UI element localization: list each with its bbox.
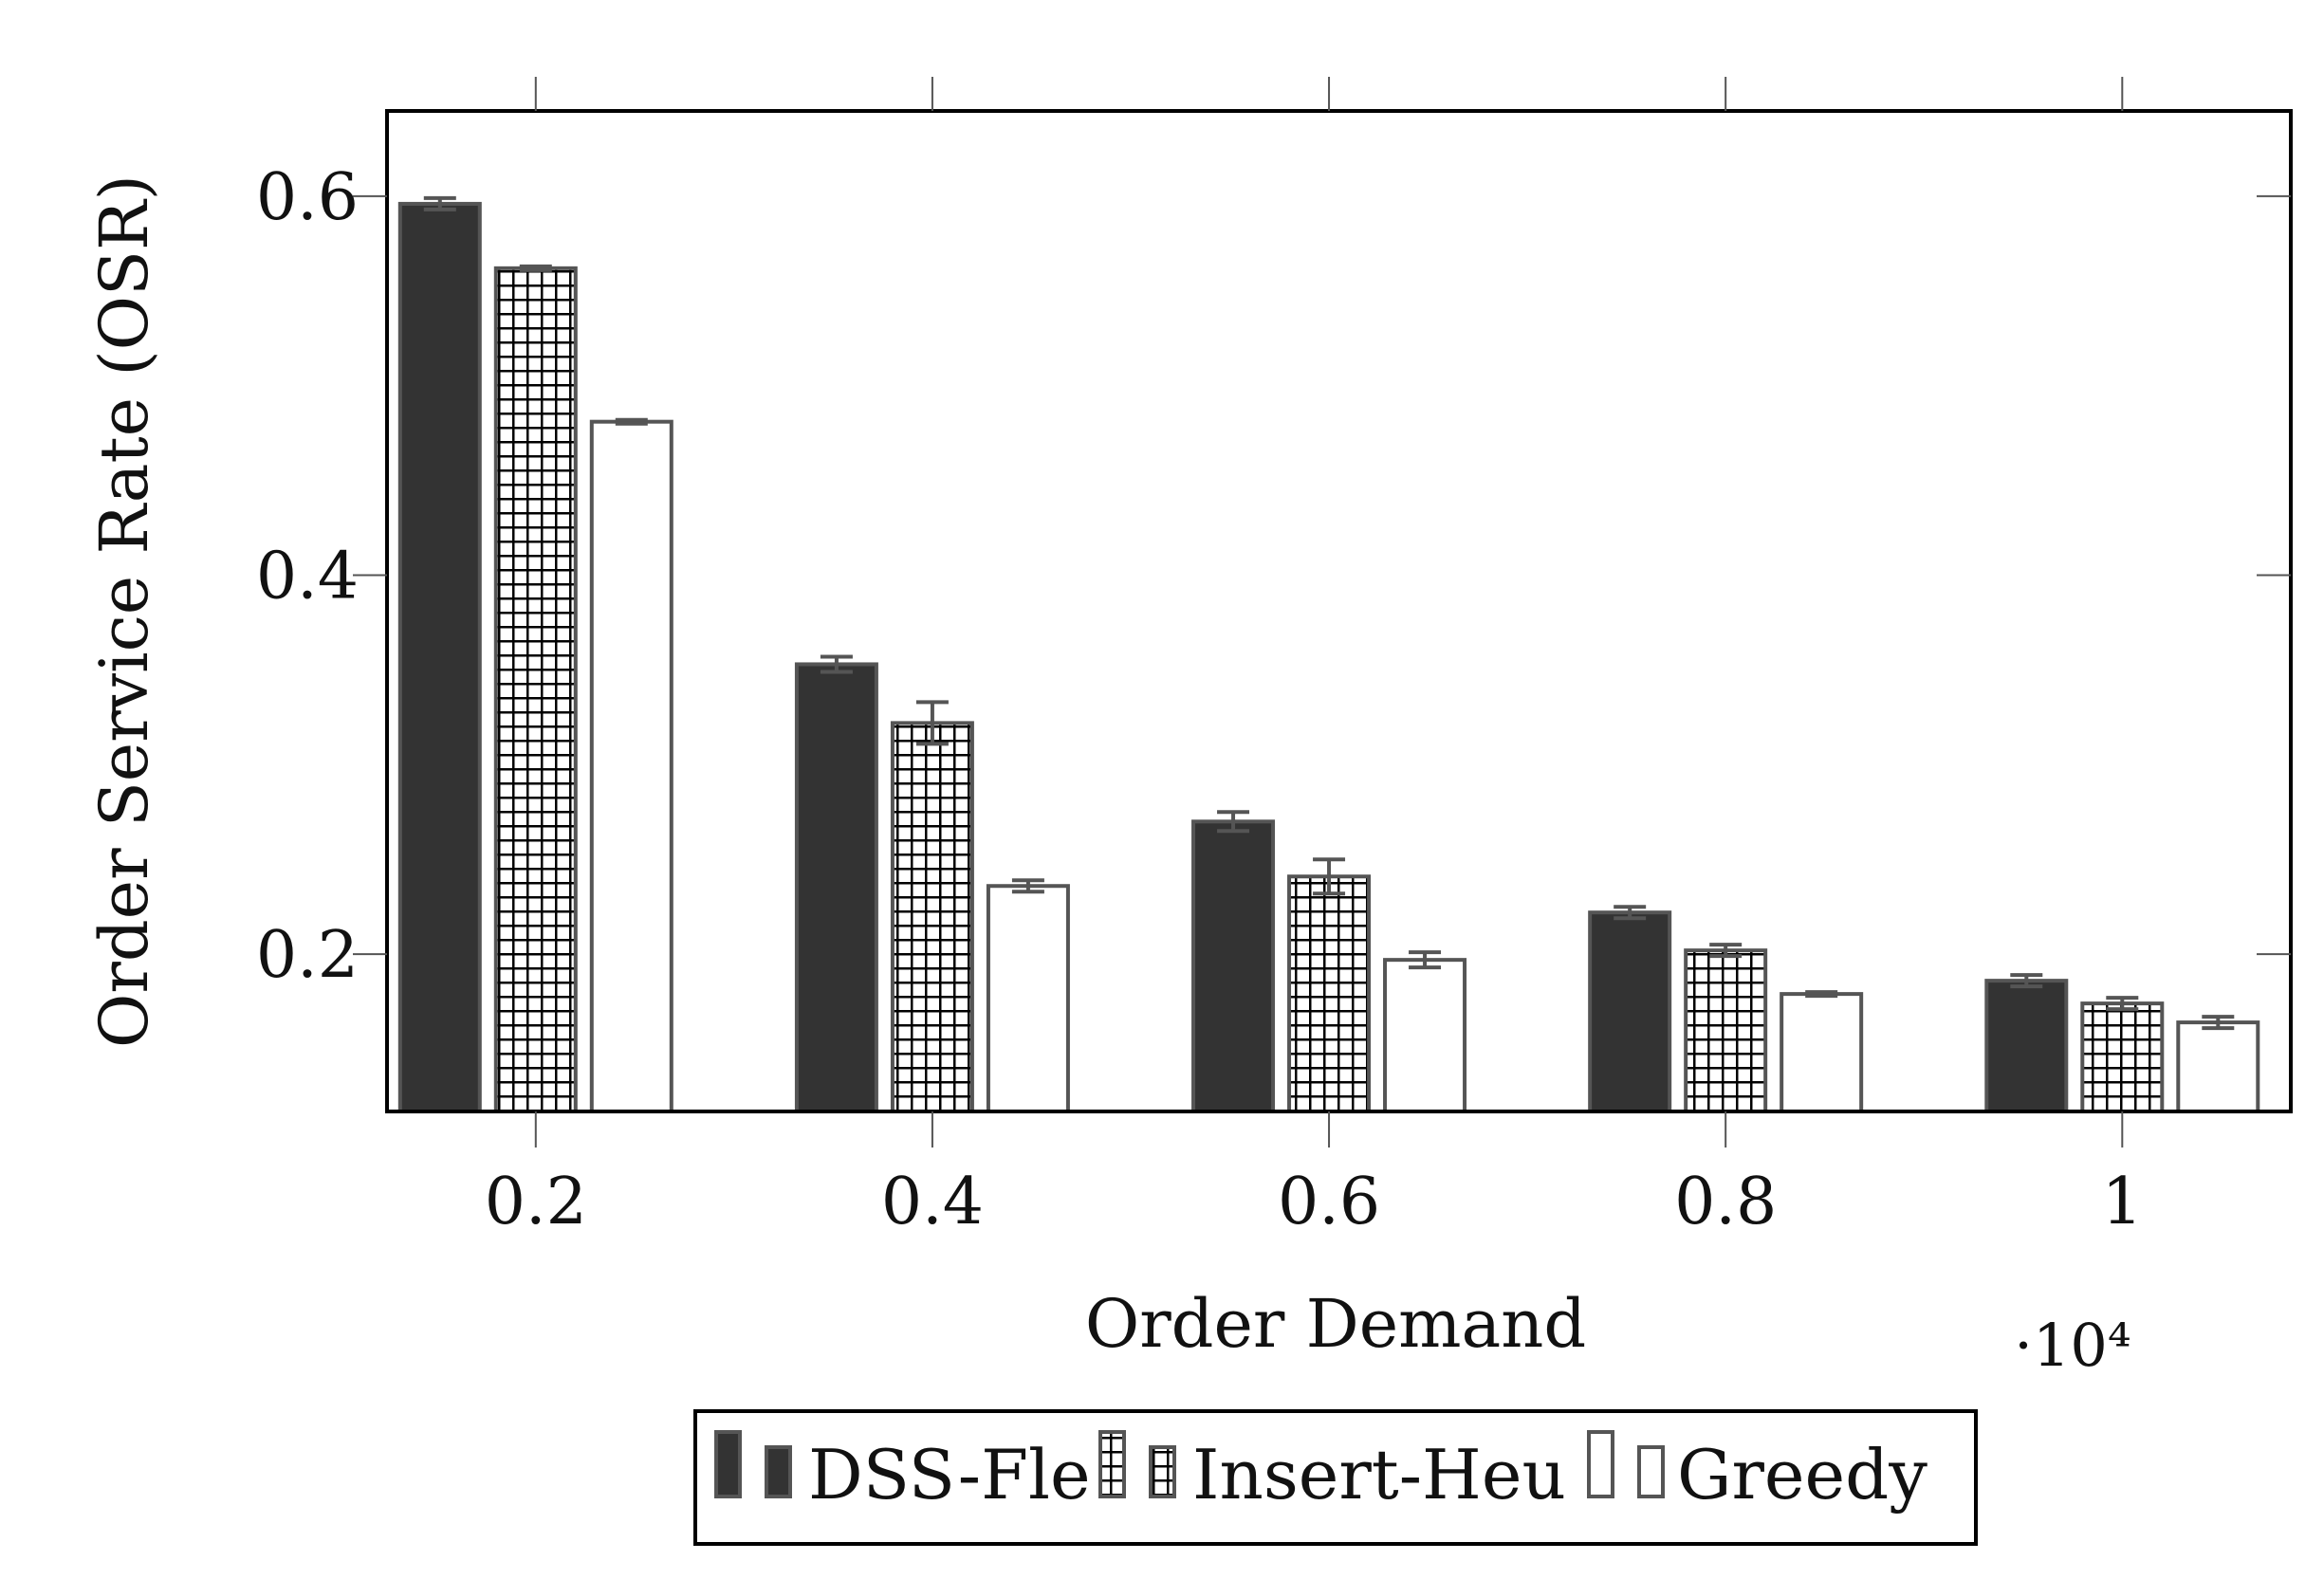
axes-layer: 0.2 0.4 0.6 0.8 1 0.2 0.4 0.6 (256, 77, 2293, 1239)
legend-item-greedy: Greedy (1587, 1430, 1927, 1515)
legend-swatch (1098, 1430, 1126, 1498)
bar-dss-fle-0 (397, 201, 482, 1113)
legend-swatch (1587, 1430, 1614, 1498)
error-bar-dss-fle-0 (423, 195, 456, 211)
bar-dss-fle-3 (1588, 910, 1672, 1113)
bar-insert-heu-1 (890, 721, 974, 1113)
error-bar-insert-heu-1 (915, 700, 949, 746)
error-bar-dss-fle-2 (1217, 810, 1250, 834)
bar-dss-fle-2 (1191, 819, 1276, 1114)
x-tick-label: 1 (2102, 1165, 2143, 1239)
legend-label: Greedy (1677, 1435, 1927, 1515)
x-axis-label: Order Demand (1085, 1285, 1586, 1363)
bar-insert-heu-2 (1287, 874, 1372, 1114)
error-bar-greedy-2 (1409, 950, 1442, 970)
error-bar-greedy-0 (615, 417, 648, 426)
x-tick-label: 0.8 (1674, 1165, 1777, 1239)
x-tick-label: 0.2 (485, 1165, 587, 1239)
bar-insert-heu-3 (1684, 948, 1768, 1114)
legend-box (693, 1409, 1978, 1546)
error-bar-greedy-3 (1805, 990, 1838, 999)
bar-dss-fle-4 (1984, 979, 2069, 1114)
bar-greedy-1 (986, 884, 1070, 1114)
error-bar-greedy-1 (1011, 878, 1044, 894)
plot-frame (385, 109, 2293, 1113)
error-bar-dss-fle-4 (2010, 973, 2043, 989)
bars-layer (397, 195, 2260, 1114)
bar-greedy-3 (1780, 992, 1864, 1114)
x-tick-label: 0.6 (1278, 1165, 1380, 1239)
bar-greedy-0 (589, 419, 673, 1113)
error-bar-greedy-4 (2202, 1015, 2235, 1031)
y-tick-label: 0.2 (256, 918, 359, 993)
error-bar-insert-heu-0 (519, 264, 552, 272)
bar-insert-heu-4 (2080, 1001, 2165, 1113)
bar-dss-fle-1 (794, 662, 878, 1113)
error-bar-insert-heu-3 (1709, 943, 1743, 959)
error-bar-dss-fle-3 (1614, 905, 1647, 921)
x-axis-multiplier: ·10⁴ (2014, 1311, 2130, 1380)
error-bar-insert-heu-4 (2106, 996, 2139, 1012)
legend-swatch (1637, 1445, 1665, 1498)
legend-item-insert-heu: Insert-Heu (1098, 1430, 1566, 1515)
bar-greedy-2 (1383, 958, 1467, 1113)
y-tick-label: 0.6 (256, 160, 359, 235)
legend-label: Insert-Heu (1192, 1435, 1566, 1515)
legend-swatch (714, 1430, 742, 1498)
x-tick-label: 0.4 (881, 1165, 984, 1239)
error-bar-insert-heu-2 (1313, 857, 1346, 896)
legend-swatch (765, 1445, 792, 1498)
error-bar-dss-fle-1 (820, 654, 853, 674)
legend-swatch (1149, 1445, 1176, 1498)
bar-insert-heu-0 (493, 266, 578, 1114)
y-tick-label: 0.4 (256, 540, 359, 615)
legend-item-dss-fle: DSS-Fle (714, 1430, 1091, 1515)
y-axis-label: Order Service Rate (OSR) (85, 174, 163, 1048)
legend-label: DSS-Fle (808, 1435, 1091, 1515)
bar-greedy-4 (2176, 1020, 2260, 1113)
legend: DSS-Fle Insert-Heu Greedy (693, 1409, 1978, 1546)
